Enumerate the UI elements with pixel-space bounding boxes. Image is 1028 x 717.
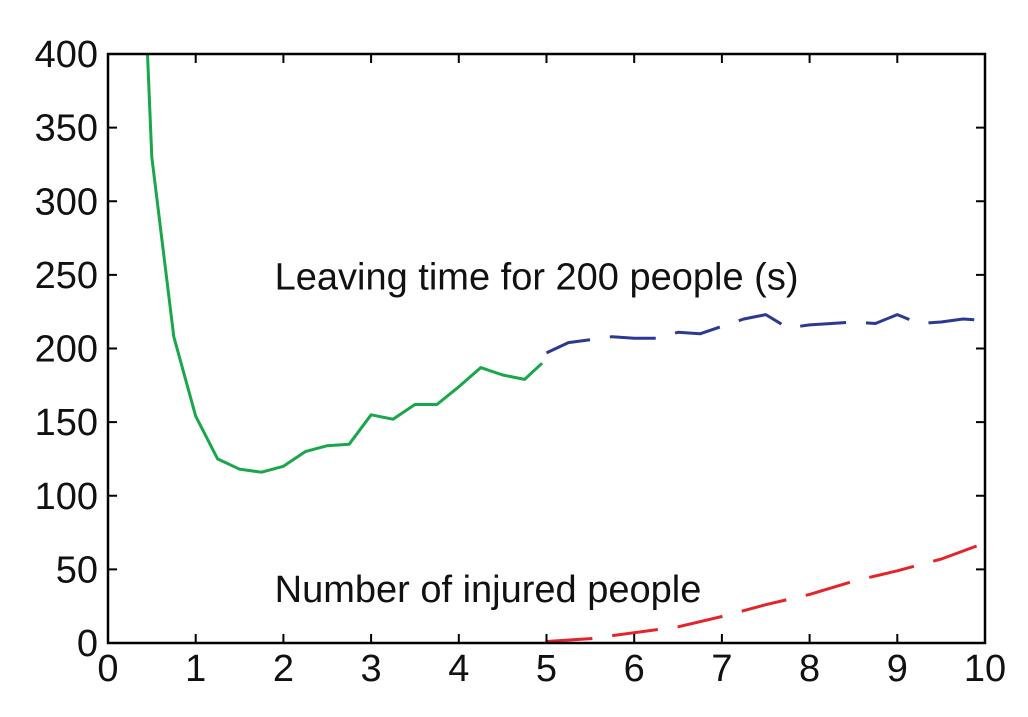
x-tick-label: 8 [799, 648, 820, 690]
y-tick-label: 350 [35, 108, 98, 150]
annotation-leaving-time: Leaving time for 200 people (s) [275, 257, 799, 299]
x-tick-label: 7 [711, 648, 732, 690]
y-tick-label: 50 [56, 549, 98, 591]
x-tick-label: 5 [536, 648, 557, 690]
y-tick-label: 150 [35, 402, 98, 444]
y-tick-label: 0 [77, 623, 98, 665]
y-tick-label: 400 [35, 34, 98, 76]
x-tick-label: 10 [964, 648, 1006, 690]
x-tick-label: 9 [887, 648, 908, 690]
x-tick-label: 0 [97, 648, 118, 690]
series-layer [146, 54, 985, 643]
x-tick-label: 2 [273, 648, 294, 690]
y-tick-label: 300 [35, 181, 98, 223]
series-line-green [146, 54, 544, 474]
series-line-red [546, 541, 985, 643]
y-tick-label: 200 [35, 329, 98, 371]
y-tick-label: 250 [35, 255, 98, 297]
annotation-injured-people: Number of injured people [275, 569, 702, 611]
x-tick-label: 4 [448, 648, 469, 690]
x-tick-label: 3 [361, 648, 382, 690]
x-tick-label: 6 [624, 648, 645, 690]
plot-frame [106, 52, 987, 645]
labels-layer: 0 1 2 3 4 5 6 7 8 9 10050100150200250300350400Leav… [35, 34, 1007, 690]
series-line-blue [545, 313, 985, 355]
x-tick-label: 1 [185, 648, 206, 690]
y-tick-label: 100 [35, 476, 98, 518]
